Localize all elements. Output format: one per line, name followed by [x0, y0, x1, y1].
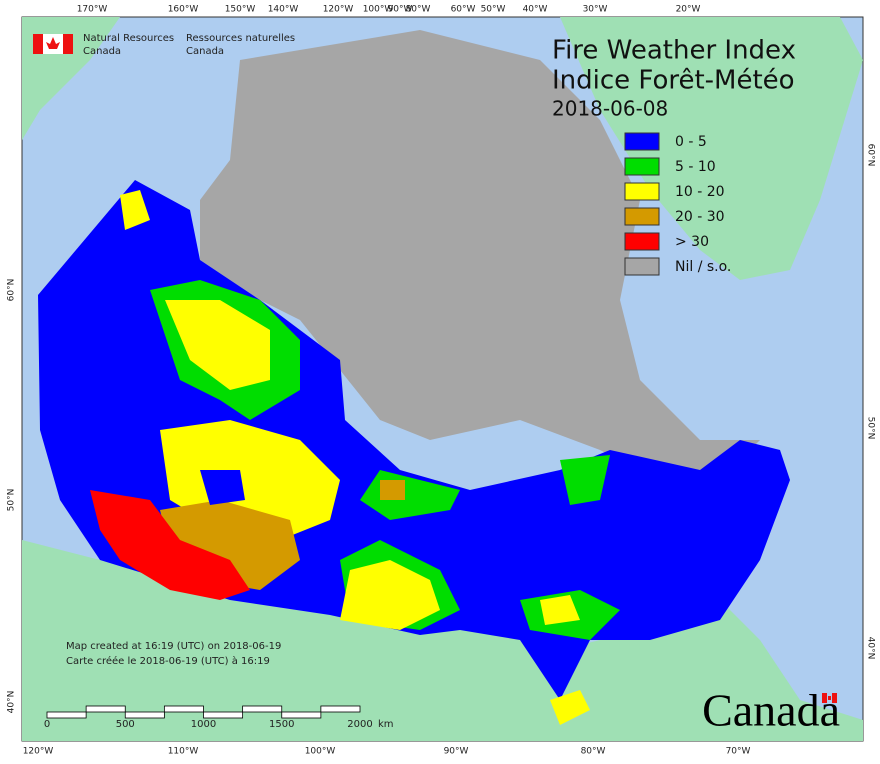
legend-label: Nil / s.o.	[675, 259, 731, 275]
region-high	[120, 190, 590, 725]
land	[22, 17, 863, 741]
latitude-label: 60°N	[7, 279, 17, 302]
scale-segment	[85, 705, 126, 713]
arctic-nil	[200, 30, 760, 500]
flag-bar	[33, 34, 43, 54]
greenland	[560, 17, 863, 280]
title-fr: Indice Forêt-Météo	[552, 66, 795, 96]
scale-segment	[320, 705, 361, 713]
scale-label: 500	[116, 719, 135, 730]
latitude-label: 40°N	[7, 691, 17, 714]
legend-swatch	[624, 207, 660, 226]
scale-segment	[163, 705, 204, 713]
longitude-label: 60°W	[451, 5, 476, 15]
region-extreme	[90, 490, 250, 600]
longitude-label: 100°W	[305, 747, 336, 757]
flag-bar	[832, 693, 837, 703]
scale-segment	[281, 711, 322, 719]
agency-en: Canada	[83, 46, 121, 57]
longitude-label: 120°W	[323, 5, 354, 15]
legend-swatch	[624, 157, 660, 176]
agency-fr: Canada	[186, 46, 224, 57]
legend-swatch	[624, 257, 660, 276]
maple-leaf	[828, 696, 831, 700]
legend-swatch	[624, 132, 660, 151]
longitude-label: 160°W	[168, 5, 199, 15]
longitude-label: 170°W	[77, 5, 108, 15]
latitude-label: 60°N	[866, 144, 876, 167]
lake-region	[200, 470, 245, 505]
longitude-label: 110°W	[168, 747, 199, 757]
footer-fr: Carte créée le 2018-06-19 (UTC) à 16:19	[66, 655, 270, 667]
legend-label: 5 - 10	[675, 159, 716, 175]
legend-label: > 30	[675, 234, 709, 250]
latitude-label: 40°N	[866, 637, 876, 660]
scale-label: 2000	[347, 719, 372, 730]
scale-label: 0	[44, 719, 50, 730]
latitude-label: 50°N	[866, 417, 876, 440]
agency-fr: Ressources naturelles	[186, 33, 295, 44]
agency-en: Natural Resources	[83, 33, 174, 44]
longitude-label: 40°W	[523, 5, 548, 15]
longitude-label: 140°W	[268, 5, 299, 15]
title-en: Fire Weather Index	[552, 36, 796, 66]
longitude-label: 90°W	[388, 5, 413, 15]
maple-leaf	[46, 37, 60, 49]
longitude-label: 30°W	[583, 5, 608, 15]
longitude-label: 20°W	[676, 5, 701, 15]
flag-bar	[63, 34, 73, 54]
scale-label: 1000	[191, 719, 216, 730]
scale-segment	[46, 711, 87, 719]
legend-swatch	[624, 232, 660, 251]
legend-label: 0 - 5	[675, 134, 707, 150]
scale-unit: km	[378, 719, 394, 730]
legend-label: 10 - 20	[675, 184, 725, 200]
legend-label: 20 - 30	[675, 209, 725, 225]
flag	[33, 34, 837, 703]
longitude-label: 100°W	[363, 5, 394, 15]
scale-segment	[124, 711, 165, 719]
scale-label: 1500	[269, 719, 294, 730]
longitude-label: 70°W	[726, 747, 751, 757]
map-date: 2018-06-08	[552, 97, 668, 121]
footer-en: Map created at 16:19 (UTC) on 2018-06-19	[66, 641, 281, 652]
longitude-label: 50°W	[481, 5, 506, 15]
scale-segment	[203, 711, 244, 719]
scale-segment	[242, 705, 283, 713]
legend-swatch	[624, 182, 660, 201]
longitude-label: 80°W	[581, 747, 606, 757]
usa	[22, 540, 863, 741]
longitude-label: 120°W	[23, 747, 54, 757]
longitude-label: 90°W	[444, 747, 469, 757]
wordmark: Canada	[702, 685, 840, 736]
longitude-label: 80°W	[406, 5, 431, 15]
latitude-label: 50°N	[7, 489, 17, 512]
flag-bar	[822, 693, 827, 703]
longitude-label: 150°W	[225, 5, 256, 15]
